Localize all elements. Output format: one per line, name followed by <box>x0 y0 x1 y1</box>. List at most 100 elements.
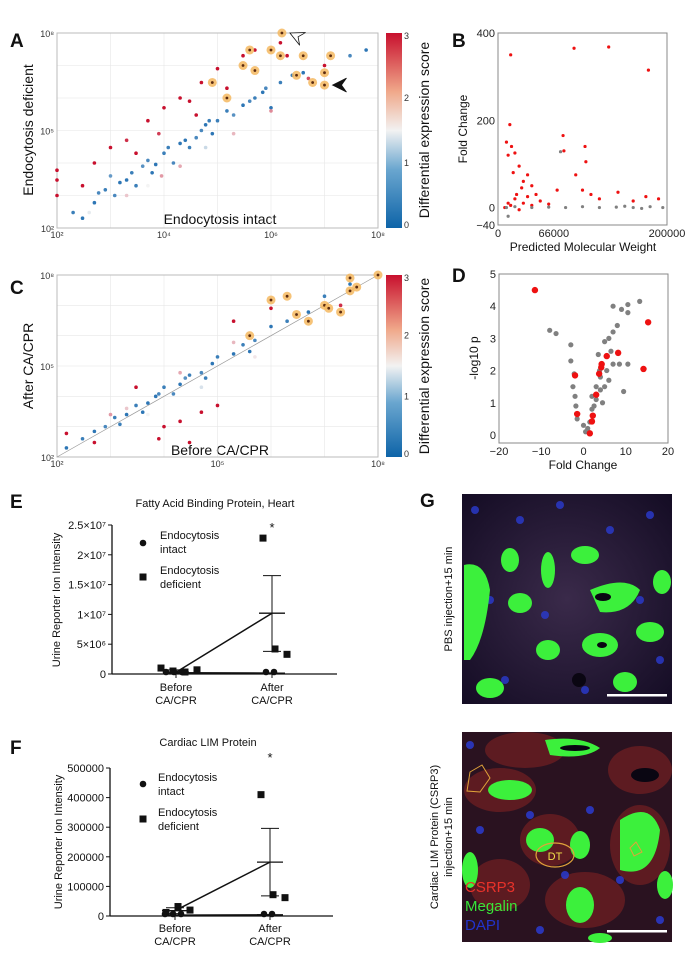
highlighted-point-center <box>279 54 282 58</box>
data-point <box>146 183 150 188</box>
x-tick-label: 10⁵ <box>211 459 225 469</box>
circle-data-point <box>268 910 276 918</box>
data-point <box>215 118 220 123</box>
data-point <box>253 355 257 359</box>
data-point <box>203 376 208 380</box>
red-data-point <box>583 144 587 149</box>
data-point <box>338 303 343 308</box>
data-point <box>199 128 204 133</box>
data-point <box>146 118 150 123</box>
micrograph-pbs <box>462 494 672 704</box>
colorbar <box>386 275 402 457</box>
data-point <box>124 193 129 198</box>
data-point <box>64 431 69 436</box>
data-point <box>203 122 208 127</box>
circle-data-point <box>262 668 270 676</box>
data-point <box>166 145 171 150</box>
data-point <box>348 282 352 286</box>
data-point <box>241 103 245 108</box>
chart-f-category-before-2: CA/CPR <box>154 936 196 948</box>
data-point <box>306 310 311 314</box>
y-tick-label: −40 <box>476 220 495 232</box>
data-point <box>134 183 138 188</box>
data-point <box>285 319 289 323</box>
data-point <box>87 210 92 215</box>
chart-f-category-before: Before <box>159 923 191 935</box>
chart-f-legend-intact: Endocytosis <box>158 772 218 784</box>
data-point <box>215 403 220 408</box>
data-point <box>92 200 97 205</box>
y-tick-label: 1×10⁷ <box>77 609 106 621</box>
micrograph-csrp3: DT CSRP3 Megalin DAPI <box>462 732 673 943</box>
square-data-point <box>193 666 201 674</box>
highlighted-point-center <box>348 276 352 280</box>
colorbar-tick-label: 3 <box>404 31 409 41</box>
gray-data-point <box>599 400 606 406</box>
y-tick-label: 200000 <box>67 852 104 864</box>
data-point <box>140 164 145 168</box>
square-data-point <box>259 534 267 542</box>
gray-data-point <box>625 310 631 316</box>
data-point <box>124 406 129 411</box>
colorbar-tick-label: 2 <box>404 93 409 103</box>
data-point <box>306 76 311 81</box>
data-point <box>162 151 166 156</box>
chart-f-legend-deficient: Endocytosis <box>158 807 218 819</box>
gray-data-point <box>506 214 510 218</box>
chart-c-xlabel: Before CA/CPR <box>171 442 269 458</box>
chart-e: 0 5×10⁶ 1×10⁷ 1.5×10⁷ 2×10⁷ 2.5×10⁷ <box>68 520 337 681</box>
data-point <box>71 210 75 215</box>
x-tick-label: −20 <box>490 446 509 458</box>
data-point <box>231 340 236 345</box>
gray-data-point <box>547 327 553 333</box>
highlighted-point-center <box>248 48 252 52</box>
red-data-point <box>589 412 596 419</box>
data-point <box>162 385 166 390</box>
panel-letter-a: A <box>10 31 24 52</box>
gray-data-point <box>547 205 551 209</box>
highlighted-point-center <box>311 81 315 84</box>
highlighted-point-center <box>269 298 273 302</box>
data-point <box>225 109 229 113</box>
data-point <box>187 373 192 377</box>
gray-data-point <box>591 403 597 409</box>
red-data-point <box>534 192 538 197</box>
red-data-point <box>555 188 559 192</box>
data-point <box>241 342 245 347</box>
data-point <box>264 86 268 91</box>
panel-letter-c: C <box>10 278 24 299</box>
open-arrowhead-icon <box>289 32 306 46</box>
red-data-point <box>506 153 510 157</box>
x-tick-label: 10 <box>620 446 632 458</box>
data-point <box>92 440 97 445</box>
chart-e-category-after-2: CA/CPR <box>251 695 293 707</box>
data-point <box>231 319 236 323</box>
data-point <box>146 158 150 163</box>
highlighted-point-center <box>355 285 359 289</box>
roi-label-dt: DT <box>548 851 563 863</box>
data-point <box>253 338 257 343</box>
gray-data-point <box>597 387 604 393</box>
red-data-point <box>614 349 622 357</box>
gray-data-point <box>608 348 614 354</box>
chart-b-xlabel: Predicted Molecular Weight <box>510 240 657 254</box>
y-tick-label: 10⁸ <box>40 29 54 39</box>
gray-data-point <box>640 206 644 211</box>
legend-marker <box>139 539 147 547</box>
gray-data-point <box>637 298 643 304</box>
data-point <box>322 294 327 299</box>
mean-connector-line <box>174 861 271 912</box>
red-data-point <box>644 319 652 326</box>
red-data-point <box>513 197 517 201</box>
gray-data-point <box>631 205 635 210</box>
y-tick-label: 0 <box>490 430 496 442</box>
gray-data-point <box>618 306 625 313</box>
plot-frame <box>56 274 379 458</box>
data-point <box>194 135 199 140</box>
red-data-point <box>598 364 605 371</box>
chart-d: −20 −10 0 10 20 0 1 2 3 4 5 <box>490 269 674 458</box>
chart-e-legend-intact-2: intact <box>160 544 186 556</box>
data-point <box>322 63 327 68</box>
data-point <box>55 168 59 173</box>
data-point <box>178 382 182 387</box>
